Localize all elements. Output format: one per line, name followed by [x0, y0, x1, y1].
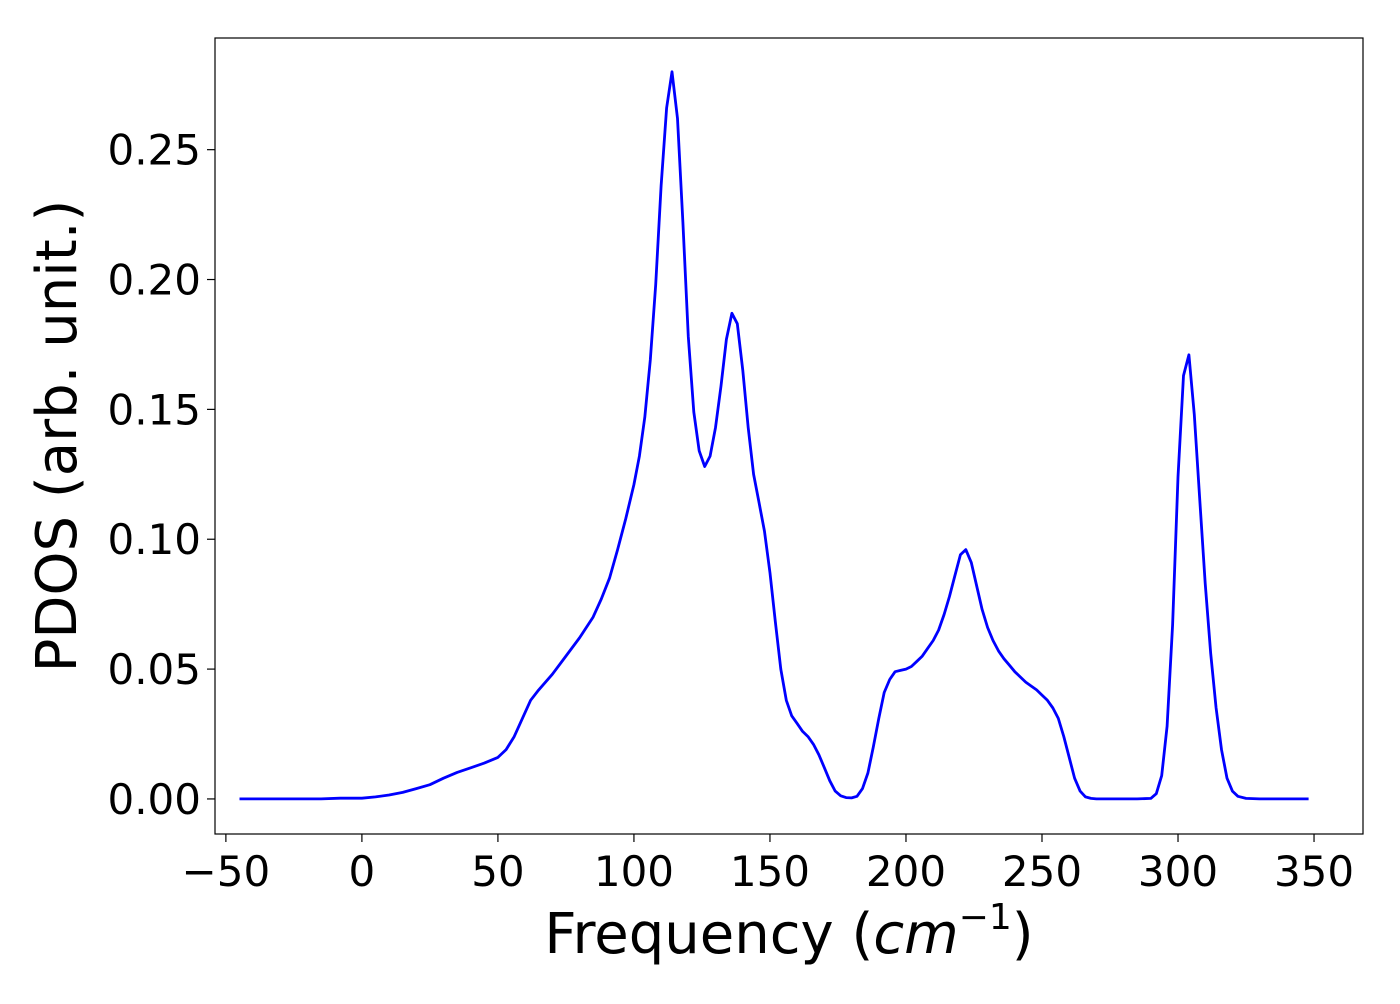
x-axis-title-exponent: −1 [959, 897, 1012, 938]
x-axis-title: Frequency (cm−1) [544, 897, 1033, 967]
pdos-series-line [239, 70, 1309, 801]
x-axis-title-unit: cm [873, 902, 958, 967]
y-tick-label: 0.05 [107, 645, 201, 694]
y-ticks: 0.00 0.05 0.10 0.15 0.20 0.25 [107, 126, 215, 824]
x-tick-label: 250 [1002, 847, 1082, 896]
x-tick-label: 150 [730, 847, 810, 896]
y-tick-label: 0.00 [107, 775, 201, 824]
y-tick-label: 0.25 [107, 126, 201, 175]
x-tick-label: 0 [349, 847, 376, 896]
x-tick-label: 350 [1274, 847, 1354, 896]
x-axis-title-suffix: ) [1012, 902, 1034, 967]
x-tick-label: 200 [866, 847, 946, 896]
x-tick-label: 300 [1138, 847, 1218, 896]
x-tick-label: −50 [182, 847, 271, 896]
plot-area-frame [214, 37, 1364, 835]
y-axis-title: PDOS (arb. unit.) [25, 200, 90, 673]
x-ticks: −50 0 50 100 150 200 250 300 350 [182, 834, 1354, 896]
x-tick-label: 100 [594, 847, 674, 896]
x-axis-title-prefix: Frequency ( [544, 902, 873, 967]
y-tick-label: 0.15 [107, 385, 201, 434]
y-tick-label: 0.20 [107, 256, 201, 305]
x-tick-label: 50 [471, 847, 524, 896]
y-tick-label: 0.10 [107, 515, 201, 564]
